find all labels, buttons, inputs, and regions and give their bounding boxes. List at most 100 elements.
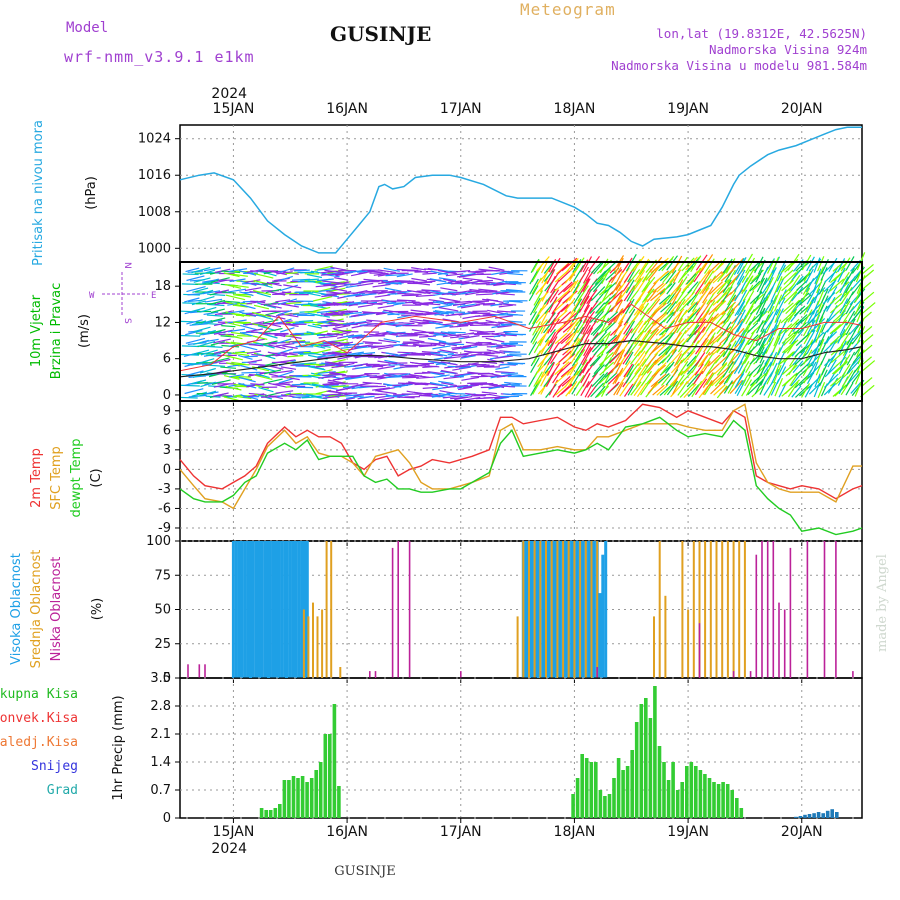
wind-arrow	[500, 333, 517, 337]
cloud-mid-bar	[596, 541, 599, 678]
precip-bar	[703, 774, 707, 818]
wind-arrow	[686, 256, 701, 273]
wind-arrow	[199, 306, 217, 313]
wind-arrow	[357, 304, 373, 308]
wind-arrow	[776, 308, 784, 322]
wind-arrow	[600, 351, 610, 368]
wind-arrow	[726, 322, 736, 336]
wind-arrow	[788, 291, 798, 305]
wind-arrow	[749, 280, 761, 292]
y-tick-label: 9	[163, 404, 171, 419]
wind-arrow	[314, 369, 333, 375]
wind-arrow	[712, 310, 726, 323]
cloud-mid-bar	[743, 541, 746, 678]
wind-arrow	[827, 359, 837, 375]
wind-arrow	[275, 342, 295, 347]
wind-arrow	[531, 307, 543, 325]
wind-arrow	[663, 278, 675, 293]
cloud-mid-bar	[567, 541, 570, 678]
wind-arrow	[347, 334, 365, 339]
wind-arrow	[776, 366, 787, 384]
wind-arrow	[572, 280, 582, 294]
wind-arrow	[680, 289, 693, 302]
wind-arrow	[263, 378, 283, 384]
wind-arrow	[463, 384, 480, 389]
wind-arrow	[784, 318, 800, 334]
wind-arrow	[287, 355, 304, 358]
wind-arrow	[788, 274, 801, 292]
wind-arrow	[573, 319, 583, 334]
wind-arrow	[461, 376, 480, 381]
wind-arrow	[424, 352, 443, 357]
wind-arrow	[685, 371, 698, 386]
wind-arrow	[579, 304, 591, 322]
wind-arrow	[778, 329, 788, 345]
wind-arrow	[547, 331, 557, 347]
precip-bar	[287, 780, 291, 818]
wind-arrow	[702, 286, 714, 304]
wind-arrow	[461, 345, 478, 350]
wind-arrow	[546, 362, 556, 376]
wind-arrow	[583, 297, 593, 313]
wind-arrow	[276, 271, 293, 275]
wind-arrow	[532, 326, 544, 345]
wind-arrow	[700, 351, 711, 367]
wind-arrow	[694, 318, 707, 336]
wind-arrow	[322, 393, 342, 396]
wind-arrow	[557, 311, 572, 325]
wind-arrow	[840, 286, 853, 305]
wind-arrow	[490, 396, 510, 401]
wind-arrow	[275, 291, 292, 295]
wind-arrow	[582, 270, 591, 284]
wind-arrow	[485, 337, 505, 343]
snow-bar	[794, 816, 798, 818]
wind-arrow	[334, 392, 352, 398]
wind-arrow	[440, 369, 458, 375]
wind-arrow	[745, 257, 756, 274]
wind-arrow	[385, 273, 405, 277]
wind-arrow	[441, 382, 457, 387]
wind-arrow	[579, 266, 590, 283]
wind-arrow	[741, 360, 750, 375]
cloud-high-bar	[305, 541, 309, 678]
wind-arrow	[763, 328, 774, 344]
wind-arrow	[442, 322, 462, 326]
wind-arrow	[318, 289, 338, 293]
wind-arrow	[761, 342, 772, 356]
wind-arrow	[802, 309, 813, 326]
wind-arrow	[547, 351, 556, 366]
precip-bar	[571, 794, 575, 818]
wind-arrow	[232, 293, 251, 298]
wind-arrow	[781, 279, 794, 292]
precip-bar	[278, 804, 282, 818]
wind-arrow	[214, 358, 231, 364]
wind-arrow	[203, 267, 222, 272]
wind-arrow	[582, 278, 591, 292]
wind-arrow	[781, 269, 794, 281]
wind-arrow	[757, 341, 766, 356]
wind-arrow	[590, 261, 602, 274]
wind-arrow	[461, 280, 480, 285]
wind-arrow	[702, 379, 713, 395]
wind-arrow	[778, 383, 787, 398]
cloud-high-bar	[300, 541, 304, 678]
wind-arrow	[726, 308, 736, 322]
temp-2m-line	[179, 403, 863, 500]
wind-arrow	[457, 351, 473, 356]
wind-arrow	[774, 276, 783, 294]
wind-arrow	[188, 394, 207, 398]
wind-arrow	[788, 362, 798, 376]
wind-arrow	[383, 267, 400, 272]
wind-arrow	[840, 332, 851, 347]
precip-bar	[725, 784, 730, 818]
wind-arrow	[797, 282, 811, 295]
wind-arrow	[808, 374, 823, 389]
wind-arrow	[572, 264, 585, 283]
wind-arrow	[637, 350, 649, 367]
wind-arrow	[199, 329, 216, 336]
precip-bar	[589, 762, 594, 818]
wind-arrow	[641, 288, 653, 303]
cloud-mid-bar	[584, 541, 587, 678]
wind-arrow	[806, 256, 815, 272]
